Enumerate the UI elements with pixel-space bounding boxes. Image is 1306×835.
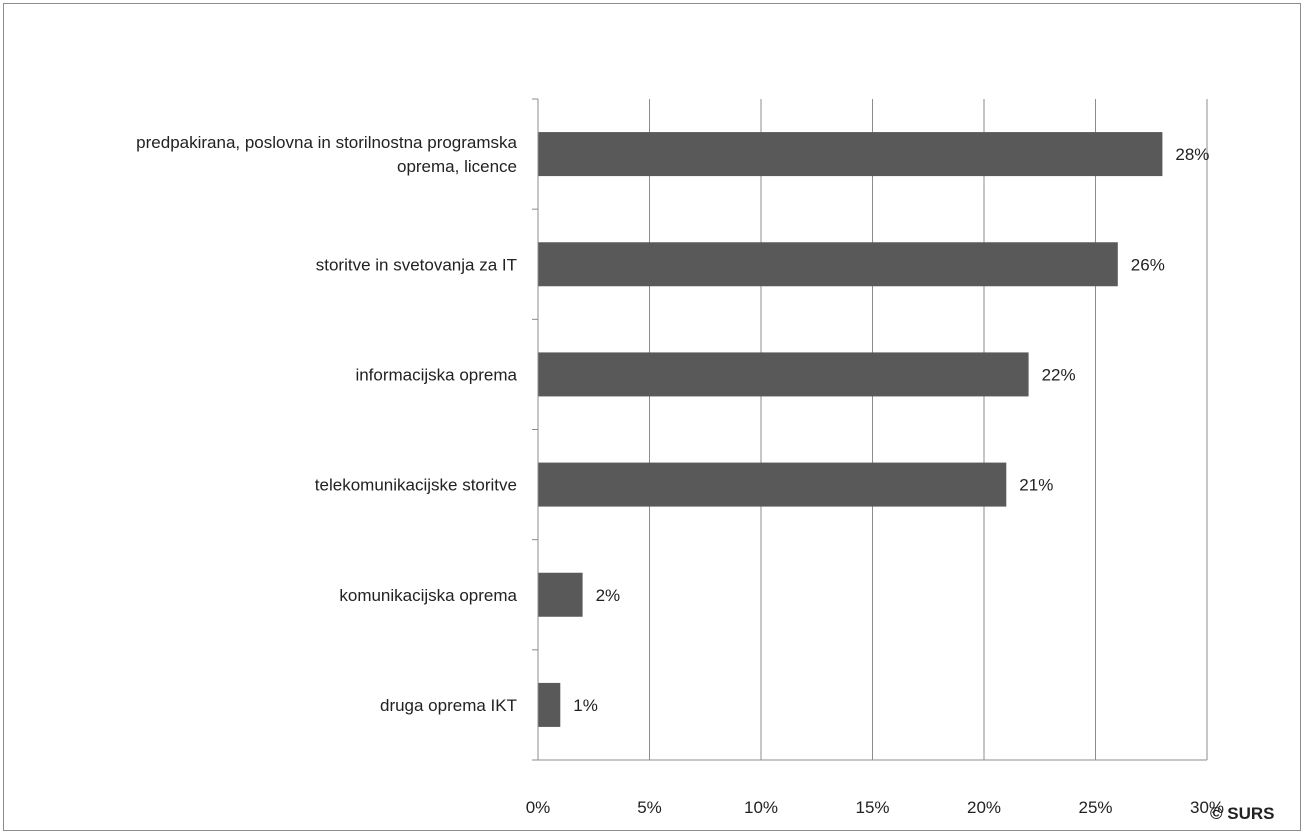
data-label: 28% <box>1175 145 1209 164</box>
category-label: druga oprema IKT <box>380 696 517 715</box>
bar <box>538 572 583 617</box>
bar-chart: 0% 5% 10% 15% 20% 25% 30% 28% predpakirana, posl… <box>136 98 1224 817</box>
bar <box>538 352 1029 397</box>
labels: 0% 5% 10% 15% 20% 25% 30% 28% predpakirana, posl… <box>136 133 1224 817</box>
category-label: storitve in svetovanja za IT <box>316 255 517 274</box>
bar <box>538 462 1007 507</box>
category-label: oprema, licence <box>397 157 517 176</box>
bar <box>538 242 1118 287</box>
data-label: 1% <box>573 696 598 715</box>
x-tick-label: 20% <box>967 798 1001 817</box>
data-label: 21% <box>1019 476 1053 495</box>
data-label: 22% <box>1042 365 1076 384</box>
x-tick-label: 25% <box>1078 798 1112 817</box>
x-tick-label: 15% <box>855 798 889 817</box>
x-tick-label: 5% <box>637 798 662 817</box>
x-tick-label: 0% <box>526 798 551 817</box>
category-label: predpakirana, poslovna in storilnostna p… <box>136 133 517 152</box>
chart-frame: 0% 5% 10% 15% 20% 25% 30% 28% predpakirana, posl… <box>3 3 1301 831</box>
category-label: komunikacijska oprema <box>339 586 517 605</box>
category-label: telekomunikacijske storitve <box>315 476 517 495</box>
gridlines <box>649 99 1208 760</box>
bar <box>538 682 561 727</box>
category-label: informacijska oprema <box>355 365 517 384</box>
copyright-credit: © SURS <box>1210 804 1275 823</box>
bar <box>538 132 1163 177</box>
x-tick-label: 10% <box>744 798 778 817</box>
bars <box>538 132 1163 727</box>
axes <box>532 98 1207 761</box>
x-tick-label: 30% <box>1190 798 1224 817</box>
data-label: 2% <box>596 586 621 605</box>
data-label: 26% <box>1131 255 1165 274</box>
